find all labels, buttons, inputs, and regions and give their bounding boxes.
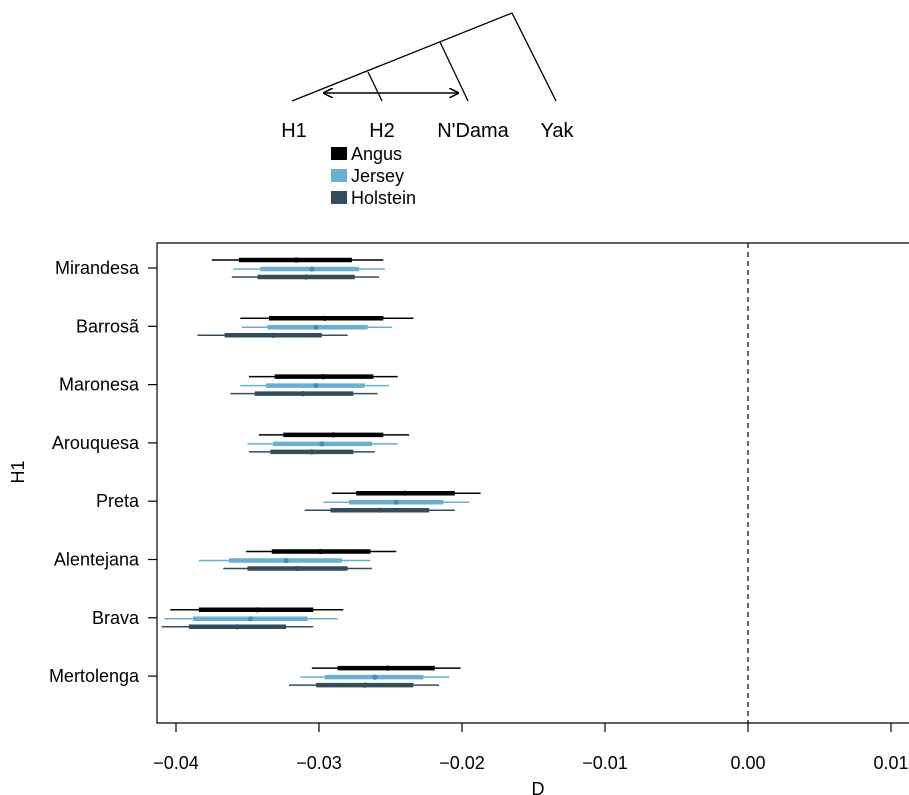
point-estimate-holstein-barrosa bbox=[270, 332, 276, 338]
x-axis-label: D bbox=[532, 779, 545, 795]
tree-tip-yak: Yak bbox=[541, 120, 575, 142]
point-estimate-angus-mertolenga bbox=[385, 665, 391, 671]
tree-diagram: H1 H2 N'Dama Yak bbox=[281, 12, 575, 142]
x-tick-label: −0.03 bbox=[296, 753, 342, 773]
point-estimate-holstein-mertolenga bbox=[362, 682, 368, 688]
y-tick-label-alentejana: Alentejana bbox=[54, 550, 140, 570]
point-estimate-angus-maronesa bbox=[320, 374, 326, 380]
y-tick-label-mertolenga: Mertolenga bbox=[49, 666, 140, 686]
point-estimate-holstein-mirandesa bbox=[303, 274, 309, 280]
x-tick-label: −0.01 bbox=[582, 753, 628, 773]
tree-branch-root-yak bbox=[511, 12, 557, 102]
y-tick-label-preta: Preta bbox=[96, 491, 140, 511]
point-estimate-holstein-maronesa bbox=[300, 391, 306, 397]
legend-label-angus: Angus bbox=[351, 144, 402, 164]
point-estimate-angus-barrosa bbox=[322, 315, 328, 321]
legend: Angus Jersey Holstein bbox=[331, 144, 416, 208]
point-estimate-jersey-maronesa bbox=[313, 383, 319, 389]
legend-label-jersey: Jersey bbox=[351, 166, 404, 186]
point-estimate-angus-arouquesa bbox=[330, 432, 336, 438]
tree-tip-h1: H1 bbox=[281, 120, 307, 142]
y-tick-label-brava: Brava bbox=[92, 608, 140, 628]
point-estimate-angus-preta bbox=[402, 490, 408, 496]
interval-marks bbox=[161, 257, 481, 688]
tree-tip-h2: H2 bbox=[369, 120, 395, 142]
point-estimate-holstein-preta bbox=[377, 507, 384, 513]
point-estimate-angus-alentejana bbox=[317, 548, 324, 555]
point-estimate-jersey-alentejana bbox=[283, 557, 289, 564]
point-estimate-jersey-arouquesa bbox=[319, 441, 325, 447]
point-estimate-angus-brava bbox=[254, 607, 261, 613]
x-tick-label: −0.04 bbox=[153, 753, 199, 773]
point-estimate-jersey-mirandesa bbox=[309, 266, 315, 272]
plot-frame bbox=[156, 242, 909, 724]
x-axis: −0.04 −0.03 −0.02 −0.01 0.00 0.01 bbox=[153, 723, 909, 773]
point-estimate-jersey-brava bbox=[247, 616, 253, 622]
tree-branch-ndama bbox=[439, 41, 469, 102]
point-estimate-holstein-arouquesa bbox=[309, 449, 315, 455]
legend-swatch-angus bbox=[331, 147, 347, 160]
point-estimate-jersey-barrosa bbox=[313, 324, 319, 330]
point-estimate-holstein-alentejana bbox=[294, 565, 301, 572]
legend-swatch-jersey bbox=[331, 169, 347, 182]
y-axis-label: H1 bbox=[8, 460, 28, 483]
point-estimate-jersey-mertolenga bbox=[372, 674, 378, 680]
y-tick-label-arouquesa: Arouquesa bbox=[52, 433, 140, 453]
x-tick-label: −0.02 bbox=[439, 753, 485, 773]
legend-swatch-holstein bbox=[331, 191, 347, 204]
point-estimate-jersey-preta bbox=[393, 499, 399, 505]
y-tick-label-maronesa: Maronesa bbox=[59, 375, 140, 395]
tree-tip-ndama: N'Dama bbox=[437, 120, 509, 142]
y-tick-label-mirandesa: Mirandesa bbox=[55, 258, 140, 278]
tree-branch-h2 bbox=[367, 71, 383, 102]
point-estimate-holstein-brava bbox=[234, 624, 241, 630]
y-tick-label-barrosa: Barrosã bbox=[76, 316, 140, 336]
x-tick-label: 0.00 bbox=[730, 753, 765, 773]
tree-branch-root-h1 bbox=[291, 12, 513, 102]
legend-label-holstein: Holstein bbox=[351, 188, 416, 208]
y-axis: Mirandesa Barrosã Maronesa Arouquesa Preta Al… bbox=[49, 258, 157, 686]
x-tick-label: 0.01 bbox=[873, 753, 908, 773]
point-estimate-angus-mirandesa bbox=[293, 257, 299, 263]
